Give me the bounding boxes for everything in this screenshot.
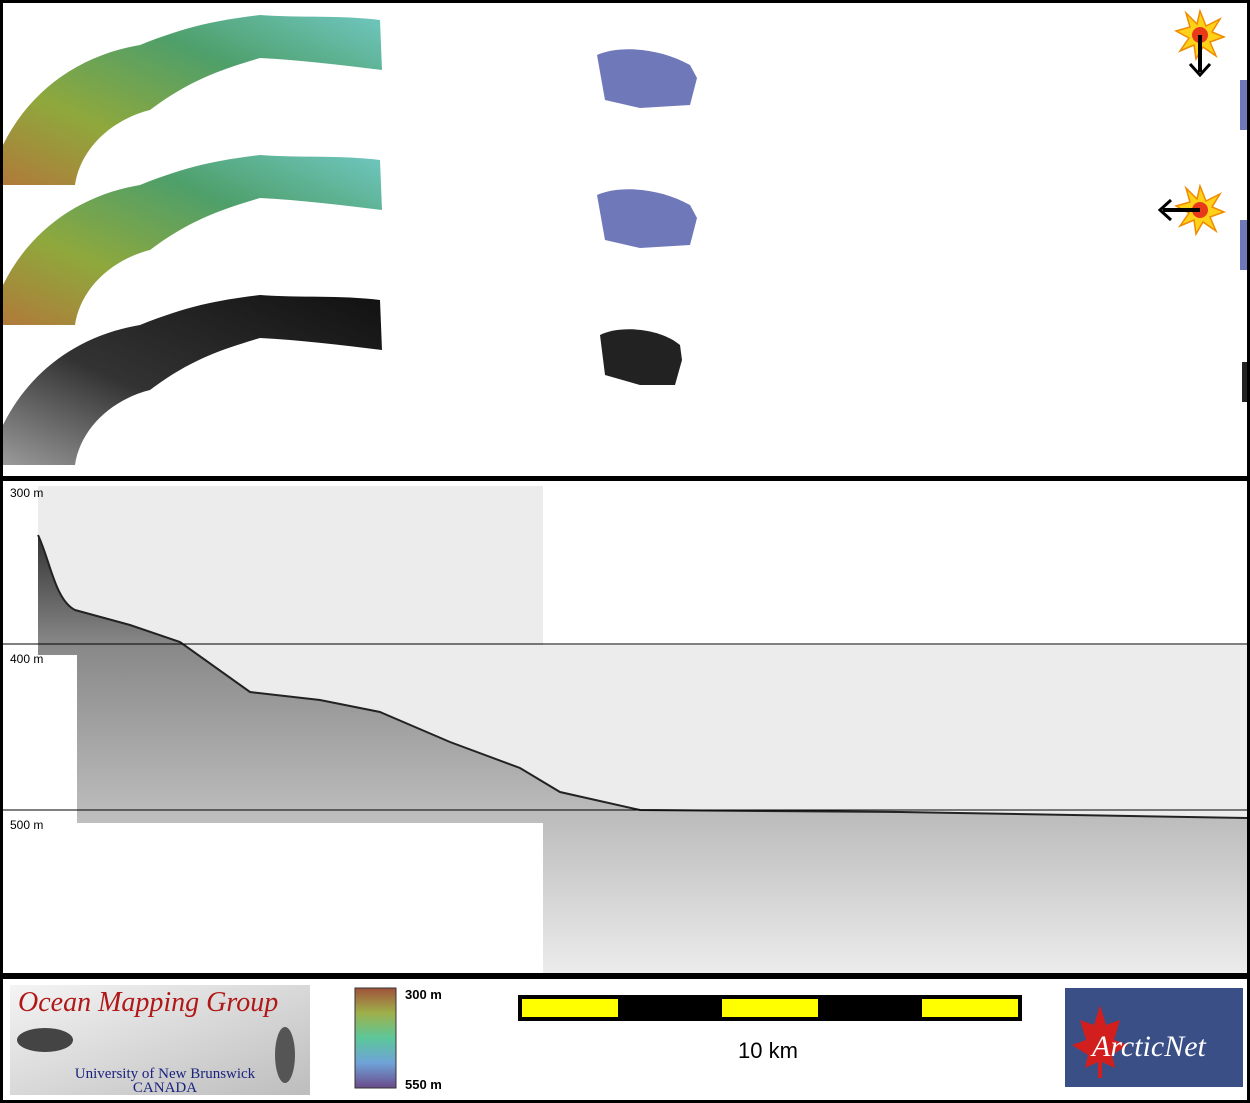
arcticnet-text: ArcticNet: [1090, 1030, 1207, 1063]
bathymetry-swath: [3, 155, 382, 325]
logo-graphic: [275, 1027, 295, 1083]
backscatter-swath: [3, 295, 382, 465]
bathymetry-patch: [1240, 80, 1247, 130]
bathymetry-patch: [1240, 220, 1247, 270]
scale-bar-segment: [922, 999, 1018, 1017]
backscatter-patch: [600, 329, 682, 385]
maple-leaf: [1072, 1005, 1128, 1078]
sun-direction-icon: [1175, 10, 1225, 78]
seafloor-line: [37, 534, 1248, 819]
logo-graphic: [17, 1028, 73, 1052]
scale-bar-segment: [522, 999, 618, 1017]
logo-university: University of New Brunswick: [75, 1066, 256, 1082]
backscatter-patch: [1242, 362, 1247, 402]
depth-label: 300 m: [10, 486, 43, 500]
depth-label: 400 m: [10, 652, 43, 666]
seafloor-return: [38, 535, 1247, 973]
bathymetry-patch: [597, 189, 697, 248]
scale-bar-segment: [722, 999, 818, 1017]
scale-label: 10 km: [738, 1038, 798, 1063]
sun-direction-icon: [1157, 185, 1225, 235]
logo-title: Ocean Mapping Group: [18, 987, 278, 1018]
colorbar: [354, 987, 397, 1089]
bathymetry-swath: [3, 15, 382, 185]
colorbar-label: 300 m: [405, 987, 442, 1002]
depth-label: 500 m: [10, 818, 43, 832]
bathymetry-patch: [597, 49, 697, 108]
colorbar-label: 550 m: [405, 1077, 442, 1092]
logo-country: CANADA: [133, 1080, 197, 1096]
